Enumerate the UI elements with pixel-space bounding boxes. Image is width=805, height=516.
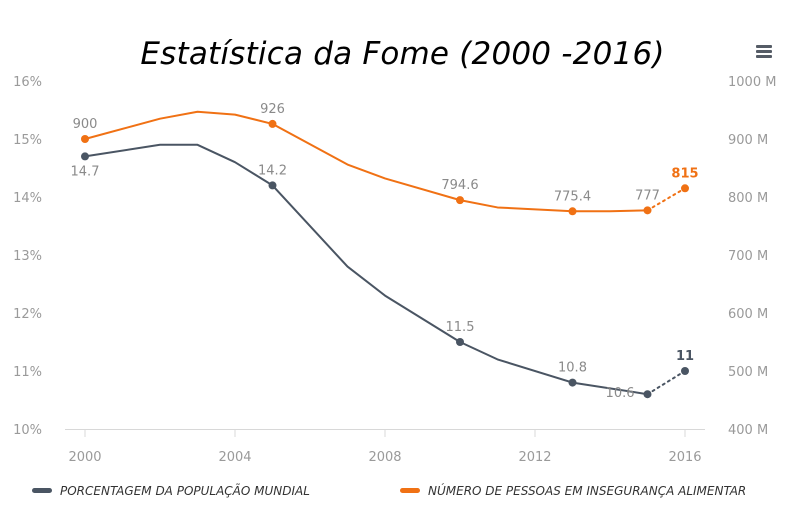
series-line-percentage xyxy=(84,143,648,396)
data-label: 11 xyxy=(676,349,694,364)
y-right-tick-label: 900 M xyxy=(728,133,768,148)
legend-swatch-gray xyxy=(32,488,52,493)
hamburger-menu-icon[interactable] xyxy=(756,45,774,61)
series-line-people xyxy=(84,110,648,213)
data-label: 900 xyxy=(73,117,98,132)
x-tick-label: 2000 xyxy=(68,450,101,465)
x-tick-label: 2008 xyxy=(368,450,401,465)
data-label: 777 xyxy=(635,188,660,203)
data-point xyxy=(568,207,577,216)
data-point xyxy=(681,184,689,193)
y-left-tick-label: 13% xyxy=(13,249,42,264)
data-point xyxy=(268,119,277,128)
legend-label: NÚMERO DE PESSOAS EM INSEGURANÇA ALIMENT… xyxy=(428,484,747,498)
data-point xyxy=(643,390,652,399)
y-right-tick-label: 1000 M xyxy=(728,75,776,90)
y-left-tick-label: 15% xyxy=(13,133,42,148)
data-point xyxy=(268,181,277,190)
series-projection-percentage xyxy=(646,370,686,396)
y-right-tick-label: 800 M xyxy=(728,191,768,206)
data-label: 10.6 xyxy=(606,386,635,401)
legend-label: PORCENTAGEM DA POPULAÇÃO MUNDIAL xyxy=(60,484,310,498)
data-label: 926 xyxy=(260,102,285,117)
x-tick-label: 2016 xyxy=(668,450,701,465)
data-point xyxy=(81,135,89,143)
data-point xyxy=(456,196,464,205)
legend-item-percentage[interactable]: PORCENTAGEM DA POPULAÇÃO MUNDIAL xyxy=(32,484,310,498)
data-point xyxy=(456,338,464,346)
data-label: 11.5 xyxy=(446,320,475,335)
y-right-tick-label: 400 M xyxy=(728,423,768,438)
chart-title: Estatística da Fome (2000 -2016) xyxy=(140,36,665,72)
y-right-tick-label: 700 M xyxy=(728,249,768,264)
data-label: 10.8 xyxy=(558,361,587,376)
data-label: 794.6 xyxy=(441,178,478,193)
data-point xyxy=(81,152,89,161)
data-label: 14.7 xyxy=(71,164,100,179)
y-left-tick-label: 10% xyxy=(13,423,42,438)
y-right-tick-label: 600 M xyxy=(728,307,768,322)
y-left-tick-label: 11% xyxy=(13,365,42,380)
y-left-tick-label: 14% xyxy=(13,191,42,206)
data-point xyxy=(568,378,577,387)
x-tick-label: 2004 xyxy=(218,450,251,465)
x-tick-label: 2012 xyxy=(518,450,551,465)
data-label: 775.4 xyxy=(554,189,591,204)
legend-item-people[interactable]: NÚMERO DE PESSOAS EM INSEGURANÇA ALIMENT… xyxy=(400,484,746,498)
data-label: 815 xyxy=(671,166,698,181)
legend-swatch-orange xyxy=(400,488,420,493)
data-label: 14.2 xyxy=(258,163,287,178)
series-projection-people xyxy=(646,187,686,212)
data-point xyxy=(681,367,689,375)
y-right-tick-label: 500 M xyxy=(728,365,768,380)
data-point xyxy=(643,206,652,215)
y-left-tick-label: 12% xyxy=(13,307,42,322)
y-left-tick-label: 16% xyxy=(13,75,42,90)
